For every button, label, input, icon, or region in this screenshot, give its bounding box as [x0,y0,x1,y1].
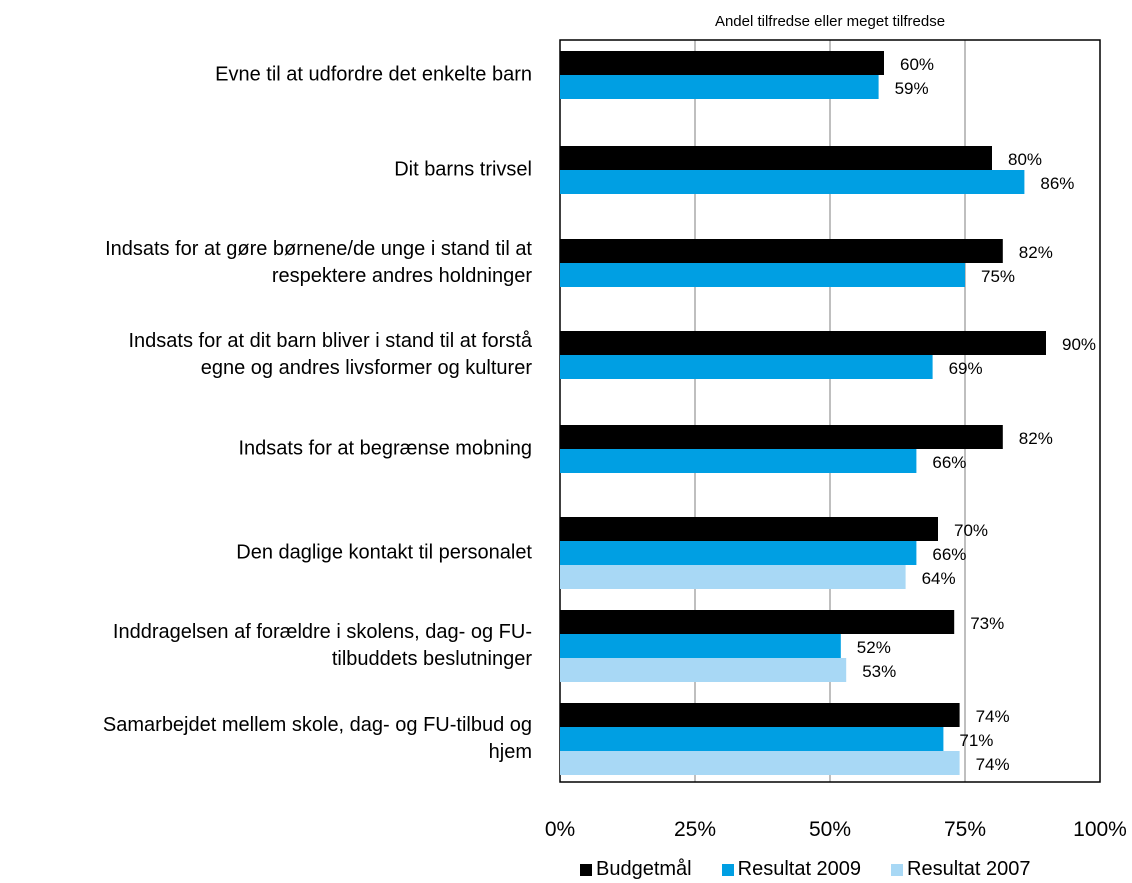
category-label: Den daglige kontakt til personalet [0,540,532,567]
category-label: Samarbejdet mellem skole, dag- og FU-til… [0,712,532,766]
bar-2009 [560,541,917,565]
category-label-line: Indsats for at dit barn bliver i stand t… [128,330,532,352]
x-tick-label: 75% [944,818,986,841]
category-label-line: egne og andres livsformer og kulturer [200,357,532,379]
category-label-line: Dit barns trivsel [394,158,532,181]
data-label: 75% [981,267,1015,286]
data-label: 66% [932,545,966,564]
legend-swatch-2009 [721,863,734,876]
category-label: Inddragelsen af forældre i skolens, dag-… [0,619,532,673]
data-label: 82% [1019,243,1053,262]
data-label: 90% [1062,335,1096,354]
category-label: Indsats for at dit barn bliver i stand t… [0,328,532,382]
bar-2009 [560,263,965,287]
bar-2009 [560,170,1025,194]
legend-label-2007: Resultat 2007 [907,858,1031,880]
bar-2009 [560,75,879,99]
legend-item-2007: Resultat 2007 [891,858,1030,881]
bar-budget [560,425,1003,449]
bar-2009 [560,355,933,379]
category-label: Indsats for at gøre børnene/de unge i st… [0,236,532,290]
legend-item-budget: Budgetmål [580,858,692,881]
bar-budget [560,610,955,634]
bar-2009 [560,727,944,751]
category-label-line: Evne til at udfordre det enkelte barn [215,63,532,86]
category-label-line: hjem [488,741,532,763]
bar-2007 [560,658,847,682]
legend-label-2009: Resultat 2009 [737,858,862,880]
bar-budget [560,331,1046,355]
category-label: Dit barns trivsel [0,157,532,184]
x-tick-label: 50% [809,818,851,841]
data-label: 53% [862,662,896,681]
bar-2007 [560,565,906,589]
data-label: 86% [1040,174,1074,193]
data-label: 59% [895,79,929,98]
data-label: 70% [954,521,988,540]
legend: Budgetmål Resultat 2009 Resultat 2007 [580,858,1030,881]
category-label-line: Samarbejdet mellem skole, dag- og FU-til… [102,714,532,736]
data-label: 73% [970,614,1004,633]
data-label: 66% [932,453,966,472]
chart-title: Andel tilfredse eller meget tilfredse [714,13,946,30]
data-label: 69% [949,359,983,378]
category-label: Evne til at udfordre det enkelte barn [0,62,532,89]
x-tick-label: 0% [545,818,575,841]
legend-label-budget: Budgetmål [596,858,692,880]
data-label: 82% [1019,429,1053,448]
data-label: 74% [976,755,1010,774]
category-label-line: Indsats for at gøre børnene/de unge i st… [105,238,532,260]
bar-2009 [560,449,917,473]
bar-budget [560,51,884,75]
legend-swatch-2007 [891,863,904,876]
category-label-line: tilbuddets beslutninger [331,648,532,670]
data-label: 64% [922,569,956,588]
data-label: 80% [1008,150,1042,169]
bar-budget [560,517,938,541]
bar-2007 [560,751,960,775]
category-label-line: respektere andres holdninger [271,265,532,287]
category-label-line: Inddragelsen af forældre i skolens, dag-… [112,621,532,643]
data-label: 71% [959,731,993,750]
legend-swatch-budget [580,863,592,876]
data-label: 74% [976,707,1010,726]
category-label-line: Den daglige kontakt til personalet [236,541,532,564]
plot-frame [559,39,1101,783]
bar-budget [560,703,960,727]
bar-2009 [560,634,841,658]
x-tick-label: 100% [1073,818,1127,841]
bar-budget [560,146,992,170]
category-label-line: Indsats for at begrænse mobning [238,437,532,460]
legend-item-2009: Resultat 2009 [721,858,862,881]
bar-budget [560,239,1003,263]
x-tick-label: 25% [674,818,716,841]
data-label: 60% [900,55,934,74]
category-label: Indsats for at begrænse mobning [0,436,532,463]
data-label: 52% [857,638,891,657]
